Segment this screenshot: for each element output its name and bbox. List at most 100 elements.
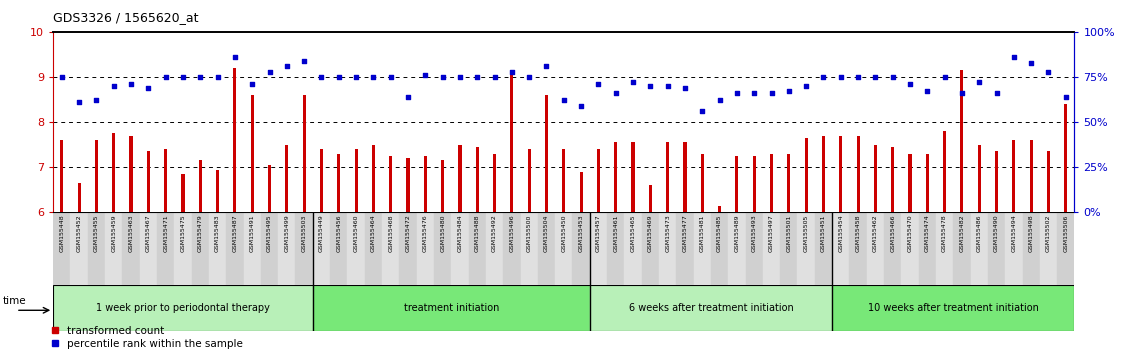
Bar xyxy=(70,212,88,285)
Bar xyxy=(209,212,226,285)
Point xyxy=(901,81,920,87)
Text: GSM155457: GSM155457 xyxy=(596,215,601,252)
Bar xyxy=(520,212,538,285)
Bar xyxy=(711,212,728,285)
Bar xyxy=(936,212,953,285)
Text: GSM155491: GSM155491 xyxy=(250,215,254,252)
Bar xyxy=(510,73,513,212)
Point xyxy=(710,97,728,102)
Bar xyxy=(105,212,122,285)
Text: GSM155451: GSM155451 xyxy=(821,215,826,252)
Point xyxy=(1039,70,1057,75)
Point xyxy=(676,85,694,91)
Bar xyxy=(589,212,607,285)
Bar xyxy=(797,212,814,285)
Bar xyxy=(372,145,375,212)
Text: GSM155455: GSM155455 xyxy=(94,215,98,252)
Bar xyxy=(434,212,451,285)
Bar xyxy=(1029,140,1033,212)
Point xyxy=(589,81,607,87)
Bar xyxy=(597,149,599,212)
Bar xyxy=(174,212,191,285)
Bar xyxy=(814,212,832,285)
Point xyxy=(555,97,573,102)
Bar xyxy=(78,183,80,212)
Point xyxy=(1022,61,1041,66)
Bar xyxy=(649,185,651,212)
Bar xyxy=(943,131,947,212)
Bar xyxy=(728,212,745,285)
Legend: transformed count, percentile rank within the sample: transformed count, percentile rank withi… xyxy=(51,326,243,349)
Point xyxy=(831,74,849,80)
Bar xyxy=(1039,212,1057,285)
Text: GSM155505: GSM155505 xyxy=(804,215,809,252)
Text: GSM155469: GSM155469 xyxy=(648,215,653,252)
Bar xyxy=(233,68,236,212)
Bar xyxy=(856,136,860,212)
Bar xyxy=(624,212,641,285)
Point xyxy=(572,103,590,109)
Point xyxy=(278,63,296,69)
Bar xyxy=(832,285,1074,331)
Bar xyxy=(970,212,987,285)
Bar xyxy=(157,212,174,285)
Bar xyxy=(683,142,687,212)
Bar xyxy=(268,165,271,212)
Bar xyxy=(572,212,589,285)
Bar xyxy=(122,212,140,285)
Bar xyxy=(839,136,843,212)
Point xyxy=(87,97,105,102)
Bar xyxy=(313,212,330,285)
Point xyxy=(330,74,348,80)
Bar xyxy=(718,206,722,212)
Bar xyxy=(832,212,849,285)
Point xyxy=(208,74,226,80)
Bar xyxy=(874,145,877,212)
Bar xyxy=(607,212,624,285)
Text: GSM155485: GSM155485 xyxy=(717,215,722,252)
Bar xyxy=(278,212,295,285)
Point xyxy=(745,90,763,96)
Bar xyxy=(468,212,486,285)
Bar xyxy=(1057,212,1074,285)
Bar xyxy=(354,149,357,212)
Bar xyxy=(53,212,70,285)
Bar xyxy=(752,156,756,212)
Text: GSM155458: GSM155458 xyxy=(855,215,861,252)
Bar xyxy=(147,152,150,212)
Text: GSM155456: GSM155456 xyxy=(336,215,342,252)
Point xyxy=(987,90,1005,96)
Text: GSM155492: GSM155492 xyxy=(492,215,497,252)
Point xyxy=(520,74,538,80)
Bar xyxy=(926,154,929,212)
Bar xyxy=(631,142,634,212)
Point xyxy=(779,88,797,93)
Point xyxy=(381,74,399,80)
Text: GSM155502: GSM155502 xyxy=(1046,215,1051,252)
Bar xyxy=(693,212,711,285)
Bar xyxy=(763,212,780,285)
Point xyxy=(918,88,936,93)
Point xyxy=(503,70,521,75)
Bar xyxy=(243,212,261,285)
Bar xyxy=(884,212,901,285)
Text: GSM155493: GSM155493 xyxy=(752,215,757,252)
Bar xyxy=(95,140,98,212)
Bar xyxy=(891,147,895,212)
Bar xyxy=(399,212,416,285)
Bar xyxy=(406,158,409,212)
Text: GSM155466: GSM155466 xyxy=(890,215,896,252)
Text: GSM155488: GSM155488 xyxy=(475,215,480,252)
Bar xyxy=(960,70,964,212)
Bar xyxy=(493,154,497,212)
Bar xyxy=(770,154,774,212)
Bar xyxy=(112,133,115,212)
Text: GSM155506: GSM155506 xyxy=(1063,215,1069,252)
Bar xyxy=(780,212,797,285)
Point xyxy=(624,79,642,84)
Text: GSM155496: GSM155496 xyxy=(509,215,515,252)
Text: GSM155476: GSM155476 xyxy=(423,215,428,252)
Bar xyxy=(701,154,703,212)
Text: GSM155490: GSM155490 xyxy=(994,215,999,252)
Bar xyxy=(918,212,936,285)
